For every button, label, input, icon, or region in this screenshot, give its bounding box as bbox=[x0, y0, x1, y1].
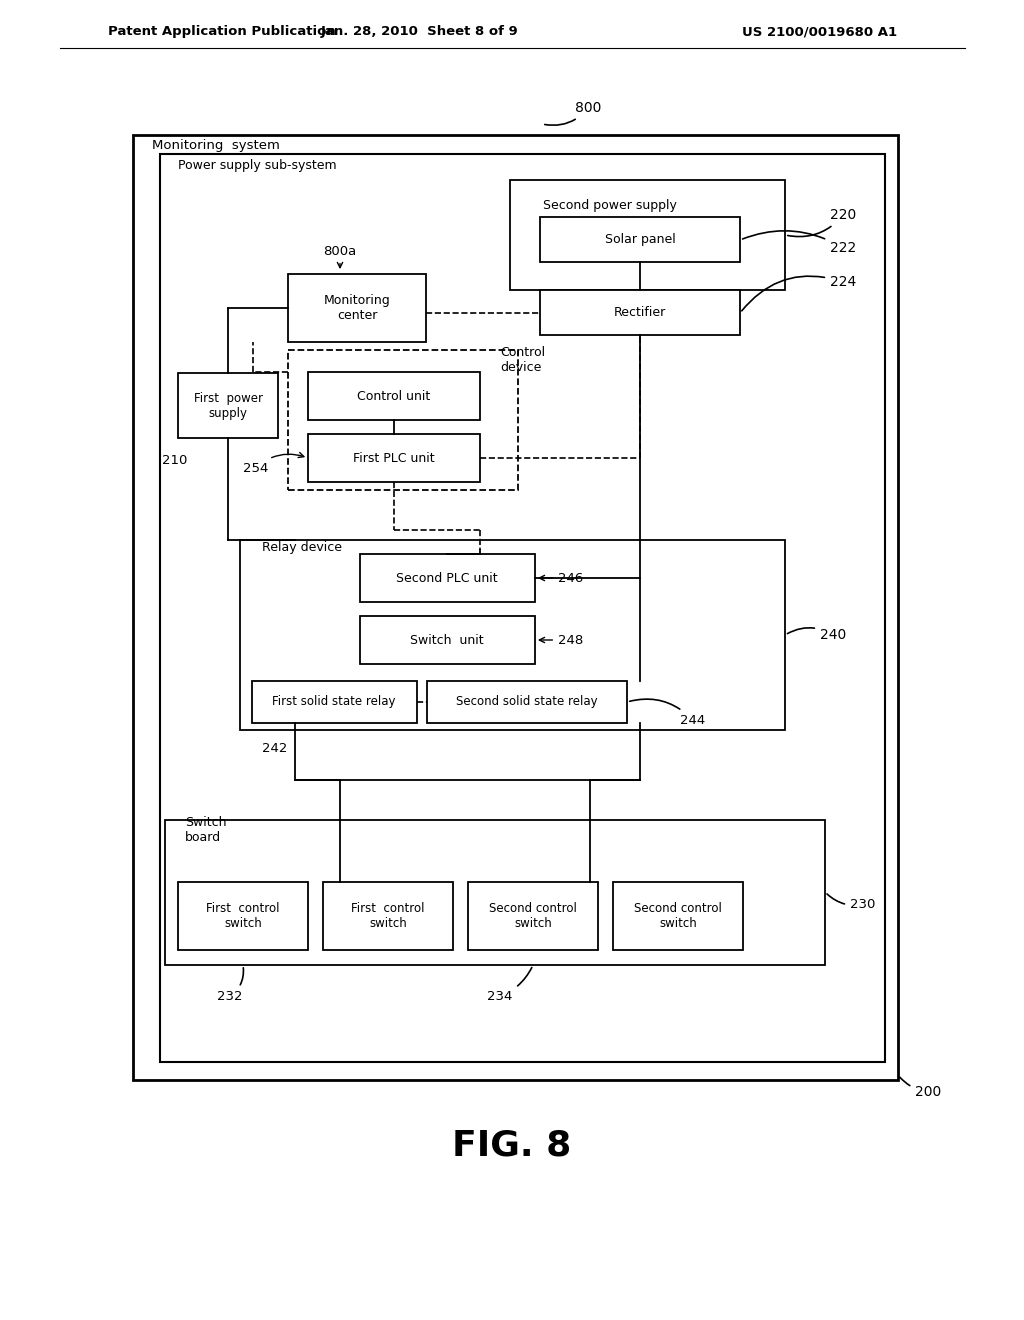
Text: Relay device: Relay device bbox=[262, 541, 342, 554]
Text: 800a: 800a bbox=[324, 246, 356, 268]
Text: 210: 210 bbox=[162, 454, 187, 466]
Text: Monitoring
center: Monitoring center bbox=[324, 294, 390, 322]
Text: Second power supply: Second power supply bbox=[543, 198, 677, 211]
Bar bbox=[427, 681, 627, 723]
Text: Solar panel: Solar panel bbox=[604, 234, 676, 247]
Text: 248: 248 bbox=[540, 634, 584, 647]
Text: First  control
switch: First control switch bbox=[351, 902, 425, 931]
Bar bbox=[178, 374, 278, 438]
Bar bbox=[540, 216, 740, 261]
Text: 234: 234 bbox=[487, 968, 531, 1003]
Text: 242: 242 bbox=[262, 742, 288, 755]
Text: First PLC unit: First PLC unit bbox=[353, 451, 435, 465]
Bar bbox=[540, 290, 740, 335]
Bar bbox=[160, 154, 885, 1063]
Text: US 2100/0019680 A1: US 2100/0019680 A1 bbox=[742, 25, 898, 38]
Text: Second control
switch: Second control switch bbox=[634, 902, 722, 931]
Text: 200: 200 bbox=[900, 1077, 941, 1100]
Text: Second solid state relay: Second solid state relay bbox=[456, 696, 598, 709]
Text: 222: 222 bbox=[742, 231, 856, 255]
Bar bbox=[288, 350, 518, 490]
Text: 246: 246 bbox=[540, 572, 584, 585]
Text: 230: 230 bbox=[827, 894, 876, 912]
Text: Switch  unit: Switch unit bbox=[411, 634, 483, 647]
Text: 240: 240 bbox=[787, 628, 846, 642]
Bar bbox=[252, 681, 417, 723]
Text: Patent Application Publication: Patent Application Publication bbox=[108, 25, 336, 38]
Text: Jan. 28, 2010  Sheet 8 of 9: Jan. 28, 2010 Sheet 8 of 9 bbox=[322, 25, 519, 38]
Bar bbox=[240, 540, 785, 730]
Bar bbox=[165, 820, 825, 965]
Text: Control unit: Control unit bbox=[357, 389, 431, 403]
Text: Second control
switch: Second control switch bbox=[489, 902, 577, 931]
Bar bbox=[308, 434, 480, 482]
Bar bbox=[323, 882, 453, 950]
Text: Switch
board: Switch board bbox=[185, 816, 226, 843]
Text: 244: 244 bbox=[630, 700, 706, 726]
Bar bbox=[360, 554, 535, 602]
Text: First  power
supply: First power supply bbox=[194, 392, 262, 420]
Text: Power supply sub-system: Power supply sub-system bbox=[178, 158, 337, 172]
Text: 232: 232 bbox=[217, 968, 244, 1003]
Bar bbox=[288, 275, 426, 342]
Bar bbox=[510, 180, 785, 290]
Text: Rectifier: Rectifier bbox=[613, 306, 667, 319]
Text: 224: 224 bbox=[741, 275, 856, 310]
Text: Second PLC unit: Second PLC unit bbox=[396, 572, 498, 585]
Bar bbox=[360, 616, 535, 664]
Text: First solid state relay: First solid state relay bbox=[272, 696, 395, 709]
Bar bbox=[613, 882, 743, 950]
Bar bbox=[308, 372, 480, 420]
Bar bbox=[178, 882, 308, 950]
Text: Monitoring  system: Monitoring system bbox=[152, 139, 280, 152]
Bar bbox=[133, 135, 898, 1080]
Bar bbox=[468, 882, 598, 950]
Text: Control
device: Control device bbox=[500, 346, 545, 374]
Text: First  control
switch: First control switch bbox=[206, 902, 280, 931]
Text: 800: 800 bbox=[545, 102, 601, 125]
Text: FIG. 8: FIG. 8 bbox=[453, 1129, 571, 1162]
Text: 254: 254 bbox=[243, 453, 304, 474]
Text: 220: 220 bbox=[787, 209, 856, 236]
